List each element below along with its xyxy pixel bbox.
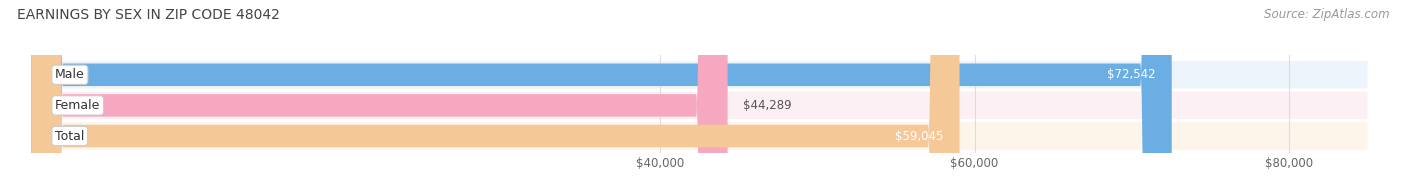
Text: Female: Female	[55, 99, 100, 112]
FancyBboxPatch shape	[31, 122, 1368, 150]
Text: $44,289: $44,289	[744, 99, 792, 112]
Text: $72,542: $72,542	[1108, 68, 1156, 81]
Text: EARNINGS BY SEX IN ZIP CODE 48042: EARNINGS BY SEX IN ZIP CODE 48042	[17, 8, 280, 22]
Text: Source: ZipAtlas.com: Source: ZipAtlas.com	[1264, 8, 1389, 21]
Text: Male: Male	[55, 68, 84, 81]
FancyBboxPatch shape	[31, 61, 1368, 89]
FancyBboxPatch shape	[31, 0, 1171, 196]
FancyBboxPatch shape	[31, 92, 1368, 119]
Text: $59,045: $59,045	[896, 130, 943, 142]
FancyBboxPatch shape	[31, 0, 728, 196]
FancyBboxPatch shape	[31, 0, 959, 196]
Text: Total: Total	[55, 130, 84, 142]
